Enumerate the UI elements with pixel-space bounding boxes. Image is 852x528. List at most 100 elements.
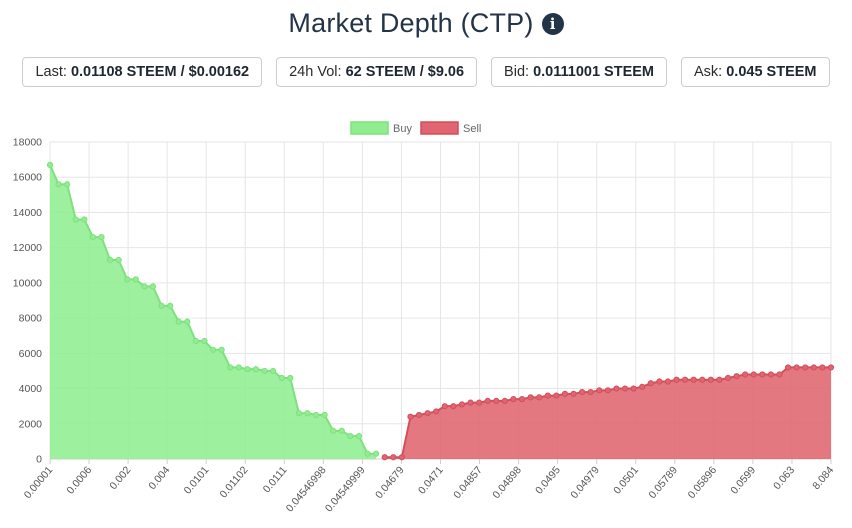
buy-series-point	[209, 346, 217, 353]
sell-series-point	[441, 403, 448, 410]
buy-series-point	[72, 216, 79, 223]
x-tick-label: 0.04898	[490, 464, 524, 501]
stat-vol-label: 24h Vol:	[289, 64, 342, 80]
sell-series-point	[458, 401, 466, 408]
sell-series-point	[493, 397, 500, 404]
stat-bid-value: 0.0111001 STEEM	[533, 64, 654, 80]
info-circle-icon[interactable]: i	[541, 12, 564, 35]
sell-series-point	[476, 399, 483, 406]
x-tick-label: 0.0111	[261, 464, 290, 495]
sell-series-point	[630, 385, 637, 392]
sell-series-point	[639, 383, 646, 390]
buy-series-point	[115, 256, 122, 264]
y-tick-label: 2000	[19, 418, 43, 430]
buy-series-point	[201, 337, 208, 345]
buy-series-point	[167, 302, 174, 309]
x-tick-label: 0.00001	[22, 464, 56, 501]
stat-last-value: 0.01108 STEEM / $0.00162	[70, 64, 250, 80]
sell-series-point	[536, 394, 543, 401]
sell-series-point	[776, 371, 783, 378]
buy-series-point	[192, 337, 200, 345]
sell-series-point	[587, 388, 594, 396]
x-tick-label: 0.0471	[416, 464, 446, 496]
buy-series-point	[64, 181, 71, 188]
buy-series-point	[373, 450, 380, 457]
y-tick-label: 10000	[13, 277, 42, 289]
sell-series-point	[767, 371, 775, 378]
x-tick-label: 0.004	[146, 464, 172, 492]
sell-series-point	[810, 364, 817, 371]
sell-series-point	[433, 408, 440, 415]
buy-series-point	[141, 283, 148, 290]
stats-bar: Last: 0.01108 STEEM / $0.00162 24h Vol: …	[0, 57, 852, 87]
sell-series-point	[819, 364, 826, 371]
sell-series-point	[724, 374, 732, 382]
buy-series-point	[304, 410, 311, 417]
buy-series-point	[278, 374, 285, 382]
sell-series-point	[827, 364, 835, 371]
title-wrap: Market Depth (CTP) i	[288, 8, 564, 39]
sell-series-point	[759, 371, 766, 378]
sell-series-point	[527, 394, 534, 401]
x-tick-label: 0.01102	[217, 464, 250, 500]
x-tick-label: 0.063	[771, 464, 797, 492]
y-tick-label: 6000	[19, 348, 43, 360]
sell-series-point	[673, 376, 680, 383]
buy-series-point	[158, 302, 165, 309]
sell-series-point	[424, 410, 431, 417]
buy-series-point	[106, 256, 114, 264]
buy-series-point	[338, 427, 345, 434]
buy-series-point	[364, 450, 371, 457]
buy-series-point	[330, 427, 337, 434]
buy-series-point	[175, 318, 182, 325]
buy-series-point	[55, 181, 62, 188]
sell-series-point	[656, 378, 663, 385]
buy-series-point	[287, 374, 294, 382]
stat-bid: Bid: 0.0111001 STEEM	[491, 57, 667, 87]
y-tick-label: 14000	[13, 207, 42, 219]
buy-series-point	[347, 433, 354, 440]
sell-series-point	[579, 388, 586, 396]
buy-series-point	[244, 366, 251, 373]
legend-buy-label: Buy	[393, 123, 412, 135]
buy-series-point	[218, 346, 225, 353]
x-tick-label: 8.084	[810, 464, 836, 492]
buy-series-point	[124, 276, 131, 283]
sell-series-point	[707, 376, 714, 383]
y-tick-label: 0	[36, 454, 42, 466]
sell-series-point	[793, 364, 800, 371]
y-tick-label: 4000	[19, 383, 43, 395]
sell-series-point	[621, 385, 629, 392]
buy-series-point	[46, 161, 54, 168]
sell-series-point	[742, 371, 749, 378]
sell-series-point	[699, 376, 706, 383]
sell-series-point	[681, 376, 689, 383]
sell-series-point	[604, 387, 611, 394]
sell-series-point	[716, 376, 723, 383]
buy-series-area	[50, 164, 377, 459]
legend: Buy Sell	[350, 121, 481, 135]
x-tick-label: 0.05896	[686, 464, 720, 501]
buy-series-point	[355, 433, 363, 440]
buy-series-point	[252, 366, 260, 373]
legend-sell-label: Sell	[463, 123, 481, 135]
buy-series-point	[312, 411, 320, 419]
buy-series-point	[227, 364, 234, 371]
sell-series-point	[802, 364, 809, 371]
sell-series-point	[613, 385, 620, 392]
stat-24h-vol: 24h Vol: 62 STEEM / $9.06	[276, 57, 478, 87]
buy-series-point	[89, 234, 97, 241]
sell-series-point	[596, 387, 603, 394]
buy-series-point	[261, 367, 268, 375]
sell-series-point	[398, 454, 405, 461]
x-tick-label: 0.0599	[728, 464, 758, 496]
page-title: Market Depth (CTP)	[288, 8, 534, 38]
sell-series-point	[381, 454, 388, 461]
sell-series-point	[784, 364, 792, 371]
y-tick-label: 16000	[13, 172, 42, 184]
sell-series-point	[450, 403, 457, 410]
sell-series-point	[484, 397, 491, 404]
buy-series-point	[270, 367, 277, 375]
buy-series-point	[235, 364, 242, 371]
legend-sell-swatch	[420, 121, 459, 135]
